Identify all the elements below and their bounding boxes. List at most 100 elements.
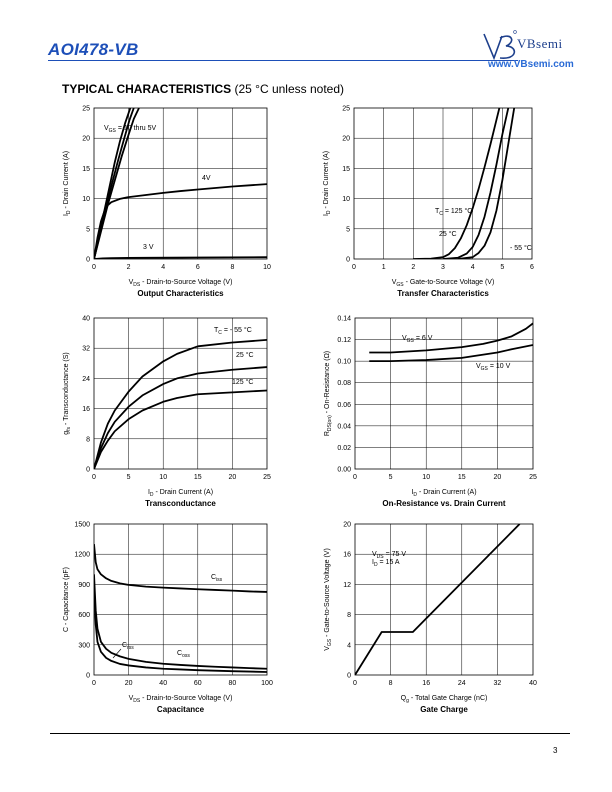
series-label-vgs-10v: VGS = 10 V [476, 363, 511, 372]
series-label-4v: 4V [202, 175, 211, 182]
x-axis-label: Qg - Total Gate Charge (nC) [401, 695, 488, 704]
x-tick-label: 40 [529, 680, 537, 687]
series-label-minus55c: - 55 °C [510, 244, 532, 252]
series-line-2 [94, 108, 140, 259]
x-tick-label: 0 [92, 264, 96, 271]
x-axis-label: VDS - Drain-to-Source Voltage (V) [129, 279, 233, 288]
y-tick-label: 0.04 [337, 423, 351, 430]
y-tick-label: 900 [78, 582, 90, 589]
series-label-coss: Coss [177, 650, 190, 659]
x-tick-label: 3 [441, 264, 445, 271]
x-tick-label: 4 [471, 264, 475, 271]
series-label-25c: 25 °C [439, 230, 457, 238]
y-tick-label: 24 [82, 376, 90, 383]
y-tick-label: 0.00 [337, 467, 351, 474]
y-tick-label: 0 [347, 673, 351, 680]
y-tick-label: 12 [343, 582, 351, 589]
x-tick-label: 20 [494, 474, 502, 481]
page-number: 3 [553, 746, 558, 755]
y-axis-label: gfs - Transconductance (S) [63, 352, 72, 435]
x-tick-label: 0 [353, 474, 357, 481]
y-tick-label: 5 [346, 226, 350, 233]
y-tick-label: 20 [82, 136, 90, 143]
y-tick-label: 15 [342, 166, 350, 173]
x-tick-label: 16 [422, 680, 430, 687]
y-tick-label: 4 [347, 642, 351, 649]
y-tick-label: 0 [86, 673, 90, 680]
y-tick-label: 32 [82, 346, 90, 353]
x-tick-label: 5 [389, 474, 393, 481]
x-tick-label: 10 [422, 474, 430, 481]
plot-frame [93, 317, 268, 470]
x-axis-label: ID - Drain Current (A) [411, 489, 476, 498]
series-label-25c: 25 °C [236, 351, 254, 359]
x-tick-label: 2 [127, 264, 131, 271]
series-label-3v: 3 V [143, 244, 154, 251]
x-tick-label: 60 [194, 680, 202, 687]
part-number: AOI478-VB [48, 40, 139, 59]
y-tick-label: 20 [343, 522, 351, 529]
y-tick-label: 25 [82, 106, 90, 113]
series-line-0 [94, 338, 267, 469]
series-line-4 [94, 256, 267, 259]
x-axis-label: ID - Drain Current (A) [148, 489, 213, 498]
x-tick-label: 20 [125, 680, 133, 687]
y-tick-label: 0.06 [337, 402, 351, 409]
y-tick-label: 8 [347, 612, 351, 619]
x-tick-label: 25 [529, 474, 537, 481]
series-label-ciss: Ciss [211, 574, 223, 583]
chart-gate-charge: 0 8 16 24 32 40 0 4 8 12 16 20 VDS = 75 V ID = 15 A… [324, 522, 537, 715]
y-axis-label: ID - Drain Current (A) [323, 151, 332, 216]
vbsemi-logo [483, 30, 517, 61]
x-tick-label: 8 [389, 680, 393, 687]
x-tick-label: 80 [229, 680, 237, 687]
x-tick-label: 15 [458, 474, 466, 481]
series-label-vgs-6v: VGS = 6 V [402, 335, 433, 344]
y-axis-label: RDS(on) - On-Resistance (Ω) [324, 351, 333, 436]
series-line-0 [369, 322, 533, 354]
x-axis-label: VGS - Gate-to-Source Voltage (V) [392, 279, 495, 288]
x-tick-label: 6 [530, 264, 534, 271]
y-tick-label: 1500 [74, 522, 90, 529]
series-label-vgs-10-thru-5v: VGS = 10 thru 5V [104, 125, 157, 134]
y-tick-label: 8 [86, 436, 90, 443]
plot-frame [354, 317, 534, 470]
x-tick-label: 25 [263, 474, 271, 481]
y-tick-label: 5 [86, 226, 90, 233]
series-label-125c: TC = 125 °C [435, 207, 472, 217]
series-line-0 [355, 524, 521, 675]
y-tick-label: 0.08 [337, 380, 351, 387]
chart-title: Transfer Characteristics [397, 289, 489, 298]
chart-title: On-Resistance vs. Drain Current [382, 499, 505, 508]
y-tick-label: 0 [86, 257, 90, 264]
chart-on-resistance: 0 5 10 15 20 25 0.00 0.02 0.04 0.06 0.08 0.10 0.12 0.… [324, 316, 537, 509]
y-axis-label: VGS - Gate-to-Source Voltage (V) [324, 548, 333, 651]
x-tick-label: 4 [161, 264, 165, 271]
series-line-1 [369, 344, 533, 363]
chart-title: Gate Charge [420, 705, 468, 714]
header-divider [48, 60, 518, 61]
x-axis-label: VDS - Drain-to-Source Voltage (V) [129, 695, 233, 704]
y-axis-label: C - Capacitance (pF) [63, 567, 70, 632]
y-tick-label: 300 [78, 642, 90, 649]
chart-capacitance: 0 20 40 60 80 100 0 300 600 900 1200 1500 Ciss Crss… [63, 522, 273, 715]
brand-url[interactable]: www.VBsemi.com [488, 59, 574, 70]
annotation-id: ID = 15 A [372, 559, 400, 568]
chart-output-characteristics: 0 2 4 6 8 10 0 5 10 15 20 25 VGS = 10 thru 5V 4V 3 … [63, 106, 271, 299]
plot-frame [93, 107, 268, 260]
x-tick-label: 2 [411, 264, 415, 271]
x-tick-label: 1 [382, 264, 386, 271]
chart-title: Output Characteristics [137, 289, 224, 298]
y-tick-label: 16 [343, 552, 351, 559]
series-line-3 [94, 183, 267, 259]
y-tick-label: 1200 [74, 552, 90, 559]
series-line-1 [94, 584, 267, 673]
x-tick-label: 5 [127, 474, 131, 481]
x-tick-label: 0 [352, 264, 356, 271]
chart-title: Capacitance [157, 705, 205, 714]
brand-name: VBsemi [517, 36, 563, 51]
x-tick-label: 10 [159, 474, 167, 481]
x-tick-label: 0 [92, 474, 96, 481]
x-tick-label: 32 [494, 680, 502, 687]
